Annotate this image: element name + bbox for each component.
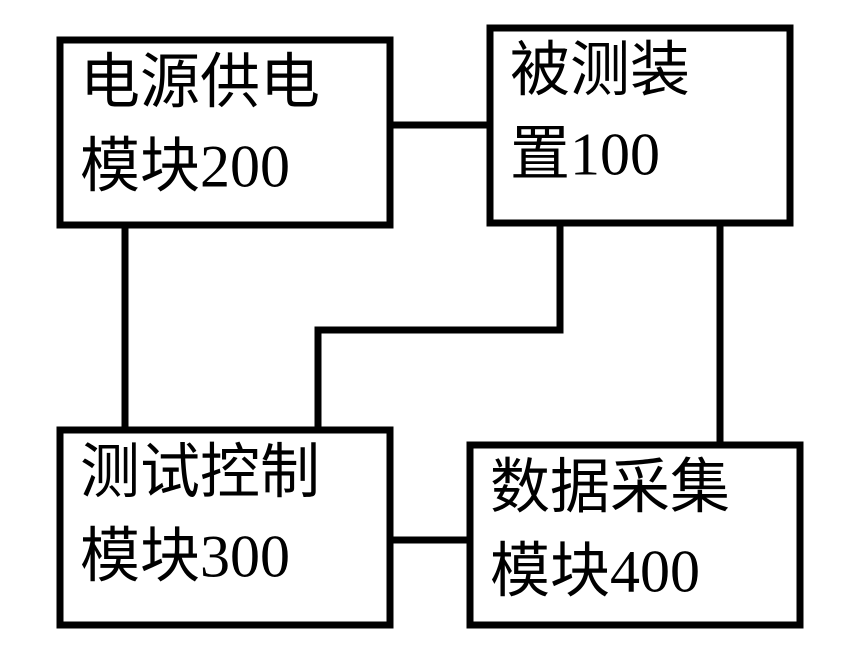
node-power-label-line-1: 电源供电 xyxy=(80,49,320,115)
node-dut-label-line-2: 置100 xyxy=(510,121,660,187)
node-testctrl: 测试控制模块300 xyxy=(60,430,390,625)
node-data-label-line-1: 数据采集 xyxy=(490,454,730,520)
block-diagram: 电源供电模块200 被测装置100 测试控制模块300 数据采集模块400 xyxy=(0,0,846,663)
node-dut: 被测装置100 xyxy=(490,28,790,223)
node-testctrl-label-line-1: 测试控制 xyxy=(80,439,320,505)
edge-dut-testctrl xyxy=(318,223,560,430)
node-power: 电源供电模块200 xyxy=(60,40,390,225)
node-testctrl-label-line-2: 模块300 xyxy=(80,523,290,589)
node-data: 数据采集模块400 xyxy=(470,445,800,625)
node-data-label-line-2: 模块400 xyxy=(490,538,700,604)
node-dut-label-line-1: 被测装 xyxy=(510,37,690,103)
node-power-label-line-2: 模块200 xyxy=(80,133,290,199)
